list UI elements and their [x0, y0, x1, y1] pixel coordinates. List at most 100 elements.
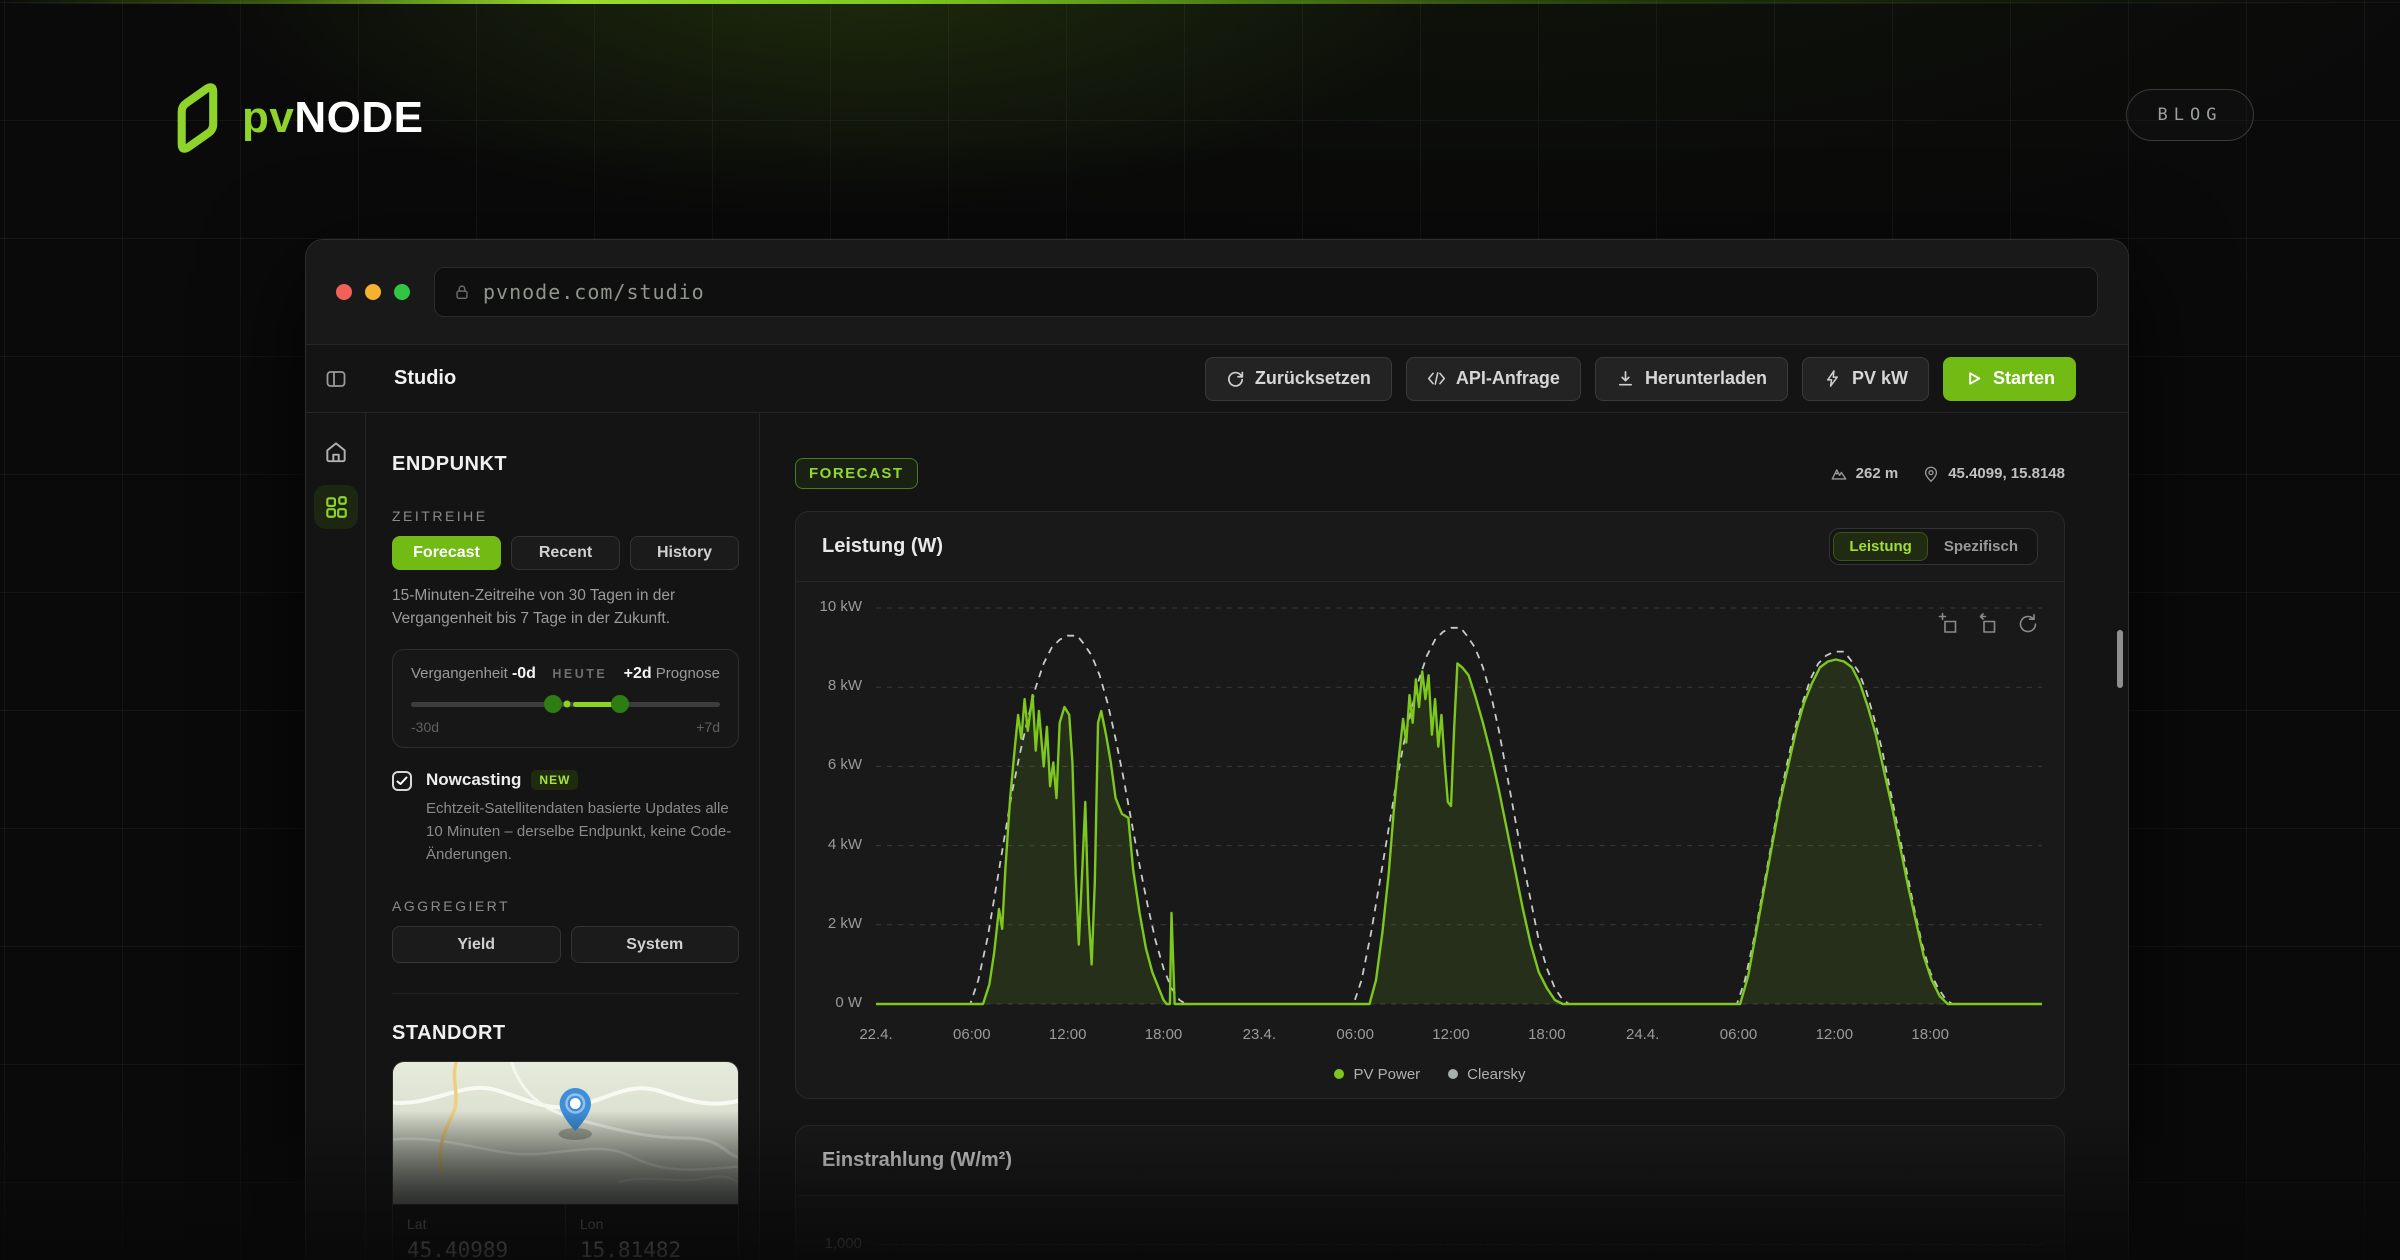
maximize-window-button[interactable] [394, 284, 410, 300]
sidebar-toggle-button[interactable] [306, 367, 366, 391]
aggregated-options: Yield System [392, 926, 739, 963]
x-tick-label: 23.4. [1243, 1026, 1276, 1043]
download-button[interactable]: Herunterladen [1595, 357, 1788, 401]
lat-value: 45.40989 [407, 1238, 551, 1260]
location-map[interactable] [393, 1062, 738, 1204]
x-tick-label: 18:00 [1528, 1026, 1566, 1043]
checkmark-icon [396, 776, 408, 786]
future-label: +2d Prognose [624, 665, 720, 683]
button-label: API-Anfrage [1456, 368, 1560, 389]
button-label: PV kW [1852, 368, 1908, 389]
sidebar: ENDPUNKT ZEITREIHE Forecast Recent Histo… [366, 413, 760, 1260]
legend-dot [1448, 1069, 1458, 1079]
y-tick-label: 6 kW [796, 756, 862, 773]
studio-header: Studio Zurücksetzen API-Anfrage Herunter… [306, 345, 2128, 413]
unit-tab-spezifisch[interactable]: Spezifisch [1928, 532, 2034, 561]
x-tick-label: 06:00 [953, 1026, 991, 1043]
sidebar-divider [392, 993, 739, 994]
api-request-button[interactable]: API-Anfrage [1406, 357, 1581, 401]
timeseries-option-forecast[interactable]: Forecast [392, 536, 501, 570]
aggregated-option-yield[interactable]: Yield [392, 926, 561, 963]
power-chart-body: 10 kW8 kW6 kW4 kW2 kW0 W [796, 590, 2064, 1022]
studio-nav-item-active[interactable] [314, 485, 358, 529]
forecast-badge: FORECAST [795, 458, 918, 489]
header-actions: Zurücksetzen API-Anfrage Herunterladen P… [1205, 357, 2076, 401]
chart-legend: PV Power Clearsky [796, 1050, 2064, 1098]
window-controls [336, 284, 410, 300]
logo-text: pvNODE [242, 93, 423, 143]
site-logo: pvNODE [168, 82, 423, 154]
page-title: Studio [394, 367, 456, 390]
lon-field[interactable]: Lon 15.81482 [565, 1205, 738, 1260]
range-max-label: +7d [696, 719, 720, 735]
timeseries-option-recent[interactable]: Recent [511, 536, 620, 570]
browser-window: pvnode.com/studio Studio Zurücksetzen AP… [305, 239, 2129, 1260]
range-slider-handle-start[interactable] [544, 695, 562, 713]
nowcasting-description: Echtzeit-Satellitendaten basierte Update… [426, 797, 739, 867]
nowcasting-checkbox[interactable] [392, 771, 412, 791]
y-tick-label: 4 kW [796, 836, 862, 853]
home-icon[interactable] [323, 439, 349, 465]
range-slider-handle-end[interactable] [611, 695, 629, 713]
location-info: 262 m 45.4099, 15.8148 [1830, 465, 2065, 483]
browser-chrome: pvnode.com/studio [306, 240, 2128, 345]
past-label: Vergangenheit -0d [411, 665, 536, 683]
unit-toggle: Leistung Spezifisch [1829, 528, 2038, 565]
lat-field[interactable]: Lat 45.40989 [393, 1205, 565, 1260]
reset-button[interactable]: Zurücksetzen [1205, 357, 1392, 401]
panel-icon [324, 367, 348, 391]
x-tick-label: 18:00 [1911, 1026, 1949, 1043]
power-chart-svg [876, 596, 2042, 1016]
legend-item-pv-power[interactable]: PV Power [1334, 1066, 1420, 1083]
range-slider-fill [573, 702, 615, 707]
x-tick-label: 06:00 [1336, 1026, 1374, 1043]
logo-text-pv: pv [242, 93, 294, 142]
logo-text-node: NODE [294, 93, 423, 142]
blog-button[interactable]: BLOG [2126, 89, 2254, 141]
coordinates-value: 45.4099, 15.8148 [1948, 465, 2065, 482]
aggregated-option-system[interactable]: System [571, 926, 740, 963]
zoom-in-icon[interactable] [1938, 612, 1962, 636]
map-image [393, 1062, 738, 1204]
irradiance-chart-body: 1,000 [796, 1196, 2064, 1260]
minimize-window-button[interactable] [365, 284, 381, 300]
timeseries-option-history[interactable]: History [630, 536, 739, 570]
unit-tab-leistung[interactable]: Leistung [1833, 532, 1928, 561]
coordinates-info: 45.4099, 15.8148 [1922, 465, 2065, 483]
logo-mark-icon [168, 82, 226, 154]
x-tick-label: 12:00 [1049, 1026, 1087, 1043]
irradiance-chart-card: Einstrahlung (W/m²) 1,000 [795, 1125, 2065, 1260]
lock-icon [453, 283, 471, 301]
download-icon [1616, 369, 1635, 388]
irradiance-chart-title: Einstrahlung (W/m²) [822, 1149, 1012, 1172]
top-accent-line [0, 0, 2400, 4]
mountain-icon [1830, 465, 1848, 483]
map-pin-icon [1922, 465, 1940, 483]
button-label: Starten [1993, 368, 2055, 389]
aggregated-label: AGGREGIERT [392, 898, 739, 914]
y-tick-label: 10 kW [796, 598, 862, 615]
code-icon [1427, 369, 1446, 388]
start-button[interactable]: Starten [1943, 357, 2076, 401]
x-tick-label: 12:00 [1432, 1026, 1470, 1043]
legend-item-clearsky[interactable]: Clearsky [1448, 1066, 1525, 1083]
range-slider-track[interactable] [411, 702, 720, 707]
y-tick-label: 2 kW [796, 915, 862, 932]
zoom-back-icon[interactable] [1977, 612, 2001, 636]
button-label: Zurücksetzen [1255, 368, 1371, 389]
play-icon [1964, 369, 1983, 388]
refresh-chart-icon[interactable] [2016, 612, 2040, 636]
refresh-icon [1226, 369, 1245, 388]
lat-label: Lat [407, 1216, 551, 1232]
power-plot-area[interactable] [876, 596, 2042, 1016]
pv-kw-button[interactable]: PV kW [1802, 357, 1929, 401]
nowcasting-label: Nowcasting [426, 770, 521, 790]
legend-label: PV Power [1353, 1066, 1420, 1083]
timeseries-description: 15-Minuten-Zeitreihe von 30 Tagen in der… [392, 584, 739, 631]
url-text: pvnode.com/studio [483, 280, 705, 304]
url-bar[interactable]: pvnode.com/studio [434, 267, 2098, 317]
power-chart-title: Leistung (W) [822, 535, 943, 558]
close-window-button[interactable] [336, 284, 352, 300]
today-label: HEUTE [552, 667, 607, 681]
window-scrollbar-thumb[interactable] [2117, 630, 2123, 688]
